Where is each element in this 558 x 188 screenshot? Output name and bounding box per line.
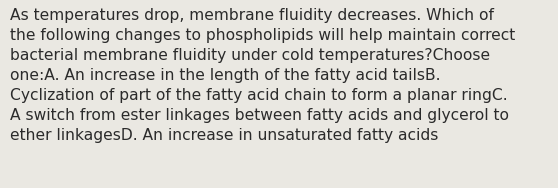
Text: As temperatures drop, membrane fluidity decreases. Which of
the following change: As temperatures drop, membrane fluidity … [10, 8, 515, 143]
